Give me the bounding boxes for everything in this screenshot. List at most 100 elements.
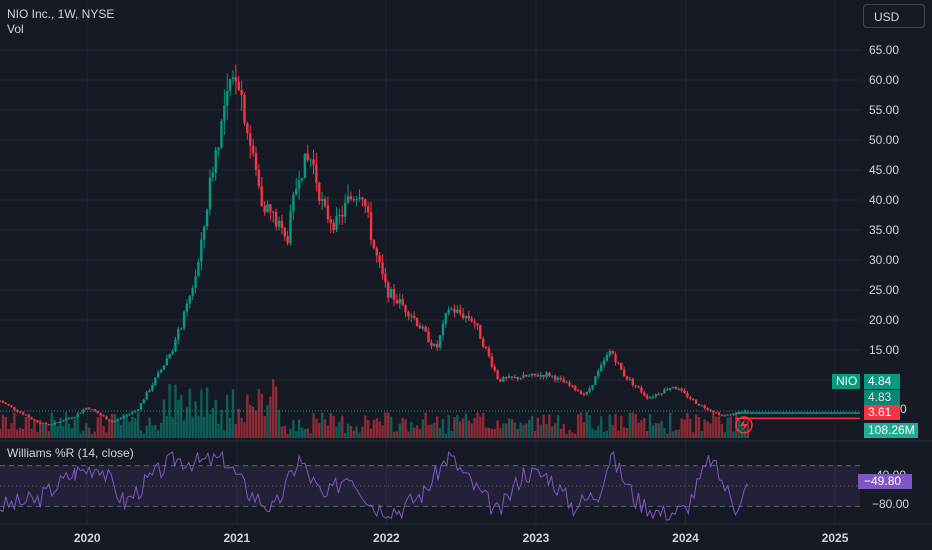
volume-bar [530,415,534,438]
candle-body [467,315,471,319]
candle-body [726,414,729,416]
volume-bar [582,422,586,438]
candle-body [182,311,186,329]
candle-body [318,182,321,201]
volume-bar [208,414,212,438]
volume-bar [456,415,459,438]
volume-bar [499,428,502,438]
candle-body [154,377,157,386]
volume-bar [323,419,327,438]
candle-body [30,417,33,420]
candle-body [513,376,517,378]
volume-bar [56,426,59,438]
volume-bar [191,416,194,438]
candle-body [125,414,128,417]
volume-bar [228,417,232,438]
volume-bar [220,409,223,438]
volume-bar [366,420,370,438]
volume-bar [128,421,131,438]
candle-body [85,407,88,410]
candle-body [266,204,269,213]
time-tick: 2025 [821,531,849,545]
volume-bar [320,412,324,438]
candle-body [191,287,194,296]
candle-body [156,372,160,378]
candle-body [79,412,82,414]
candle-body [355,199,358,201]
volume-bar [680,418,683,438]
candle-body [689,397,692,400]
candle-body [536,375,540,377]
volume-bar [67,423,71,438]
volume-bar [113,414,117,438]
volume-bar [185,407,189,438]
volume-bar [502,423,505,438]
candle-body [666,389,669,391]
volume-bar [343,433,347,438]
volume-bar [663,428,666,438]
candle-body [516,376,519,380]
volume-bar [395,431,399,438]
volume-bar [470,423,473,438]
volume-bar [203,416,206,438]
volume-bar [156,430,160,438]
volume-bar [412,427,416,438]
volume-bar [16,429,19,438]
candle-body [404,305,407,313]
candle-body [691,399,695,401]
volume-bar [1,414,5,438]
volume-bar [352,430,355,438]
volume-bar [338,421,341,438]
volume-bar [33,419,36,438]
candle-body [24,414,28,416]
candle-body [459,309,462,314]
volume-bar [108,420,111,438]
candle-body [528,375,531,377]
volume-bar [300,427,304,438]
volume-bar [562,423,565,438]
candle-body [364,199,367,207]
volume-label: Vol [7,22,24,36]
time-tick: 2021 [223,531,251,545]
candle-body [697,403,701,406]
volume-bar [99,413,102,438]
candle-body [312,159,315,165]
volume-bar [131,416,134,438]
ticker-tag: NIO [832,374,860,389]
volume-bar [691,432,695,438]
volume-bar [594,430,597,438]
candle-body [82,409,85,413]
volume-bar [93,431,97,438]
candle-body [622,369,626,377]
candle-body [205,209,209,227]
candle-body [162,365,166,370]
bolt-icon[interactable] [734,415,754,435]
candle-body [591,385,594,389]
volume-bar [289,428,292,438]
volume-bar [165,416,169,438]
candle-body [502,377,505,382]
candle-body [18,411,22,413]
volume-bar [473,417,476,438]
candle-body [343,202,347,217]
volume-bar [746,418,750,438]
volume-bar [280,426,284,438]
volume-bar [145,425,148,438]
volume-bar [85,423,88,438]
candle-body [231,77,235,80]
volume-bar [27,413,30,438]
currency-button[interactable]: USD [863,4,925,28]
volume-bar [637,422,640,438]
volume-bar [82,430,85,438]
volume-bar [50,412,53,438]
volume-bar [21,428,25,438]
volume-bar [421,419,425,438]
volume-bar [79,433,82,438]
volume-bar [453,417,456,438]
candle-body [461,313,465,319]
volume-bar [666,433,669,438]
volume-bar [13,412,16,438]
volume-bar [148,417,151,438]
volume-bar [110,414,114,438]
